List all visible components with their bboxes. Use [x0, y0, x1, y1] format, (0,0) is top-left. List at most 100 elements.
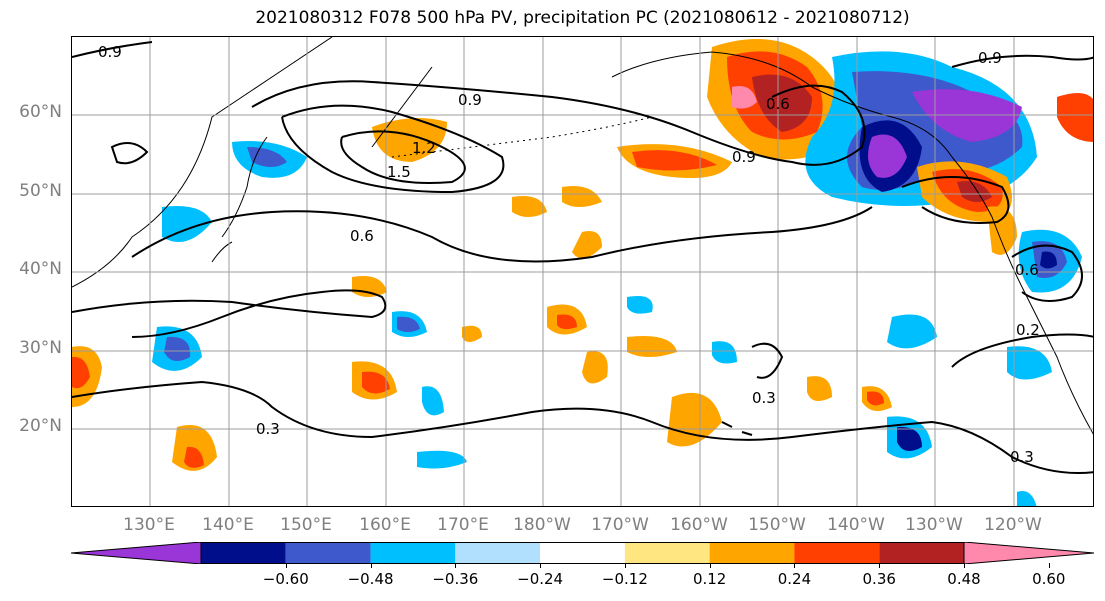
pv-contour-0.9-na — [951, 54, 1093, 68]
contour-label: 0.9 — [978, 49, 1002, 67]
colorbar-tick — [794, 563, 796, 568]
precip-blob — [184, 446, 204, 468]
lon-label: 180°W — [513, 515, 571, 535]
colorbar-tick — [285, 563, 287, 568]
colorbar-tick-label: 0.36 — [862, 570, 896, 588]
contour-label: 0.3 — [1010, 448, 1034, 466]
precip-blob — [557, 314, 577, 330]
colorbar-tick-label: 0.48 — [947, 570, 981, 588]
precip-blob — [1017, 491, 1037, 506]
pv-contour-0.3 — [72, 380, 1093, 474]
precip-blob — [417, 450, 467, 469]
colorbar-segment — [879, 542, 964, 564]
colorbar-extend-max — [963, 542, 1094, 564]
map-title: 2021080312 F078 500 hPa PV, precipitatio… — [255, 8, 910, 28]
pv-contour-1.2 — [281, 104, 505, 194]
precip-blob — [632, 150, 717, 171]
contour-label: 0.9 — [98, 43, 122, 61]
colorbar-tick-label: −0.48 — [347, 570, 394, 588]
colorbar-outline — [200, 542, 965, 564]
precip-blob — [912, 89, 1022, 142]
colorbar-segments — [71, 542, 1094, 564]
precip-blob — [572, 231, 602, 259]
precip-blob — [667, 392, 722, 447]
pv-contour-1.5 — [340, 130, 466, 184]
precip-blob — [372, 118, 447, 162]
hawaii-islands — [721, 421, 753, 436]
colorbar-segment — [201, 542, 286, 564]
lon-label: 130°W — [905, 515, 963, 535]
colorbar-tick — [370, 563, 372, 568]
lat-label: 30°N — [19, 338, 62, 358]
precip-blob — [752, 74, 812, 132]
contour-label: 1.5 — [387, 163, 411, 181]
colorbar-tick — [709, 563, 711, 568]
colorbar-segment — [540, 542, 625, 564]
lat-label: 50°N — [19, 181, 62, 201]
contour-label: 0.9 — [458, 91, 482, 109]
precip-blob — [627, 336, 677, 357]
lon-label: 150°E — [280, 515, 332, 535]
japan-coastline — [211, 136, 268, 263]
lat-label: 60°N — [19, 102, 62, 122]
contour-label: 0.6 — [1015, 261, 1039, 279]
gridlines — [72, 37, 1093, 506]
pv-contour-0.3-ne — [951, 333, 1093, 368]
lon-label: 130°E — [123, 515, 175, 535]
colorbar-tick — [1048, 563, 1050, 568]
contour-label: 0.3 — [752, 389, 776, 407]
precip-blob — [1007, 346, 1052, 380]
precip-blob — [627, 296, 653, 314]
precip-blob — [362, 371, 390, 394]
colorbar-segment — [794, 542, 880, 564]
colorbar-tick-label: −0.36 — [432, 570, 479, 588]
na-coastline — [951, 156, 1093, 435]
precip-blob — [247, 147, 287, 167]
colorbar-tick — [964, 563, 965, 568]
colorbar-tick — [455, 563, 457, 568]
lon-label: 140°E — [202, 515, 254, 535]
precip-blob — [352, 276, 387, 297]
pv-contour-0.6-na — [1011, 244, 1083, 302]
colorbar-segment — [709, 542, 795, 564]
pv-contours — [72, 41, 1093, 474]
colorbar-segment — [624, 542, 710, 564]
precip-blob — [807, 376, 832, 401]
lon-label: 140°W — [827, 515, 885, 535]
colorbar-tick — [879, 563, 881, 568]
precip-blob — [512, 196, 547, 217]
colorbar-tick-label: −0.12 — [601, 570, 648, 588]
precip-blob — [987, 206, 1017, 255]
colorbar-tick-label: −0.60 — [262, 570, 309, 588]
lon-label: 160°E — [359, 515, 411, 535]
lat-label: 40°N — [19, 259, 62, 279]
asia-coastline — [72, 37, 333, 288]
contour-label: 0.2 — [1016, 321, 1040, 339]
kamchatka-coastline — [371, 66, 433, 148]
lon-label: 170°W — [591, 515, 649, 535]
precip-blob — [422, 386, 444, 416]
colorbar — [71, 542, 1094, 564]
precip-blob — [462, 325, 482, 342]
pv-contour-small — [110, 142, 784, 379]
colorbar-tick — [540, 563, 542, 568]
contour-label: 1.2 — [412, 139, 436, 157]
colorbar-segment — [455, 542, 541, 564]
alaska-coastline — [611, 51, 953, 158]
colorbar-tick-label: 0.24 — [777, 570, 812, 588]
precip-blob — [712, 341, 737, 364]
precip-blob — [1040, 251, 1057, 269]
contour-label: 0.6 — [350, 227, 374, 245]
lat-label: 20°N — [19, 416, 62, 436]
colorbar-segment — [370, 542, 456, 564]
precip-blob — [732, 86, 757, 109]
precip-blob — [562, 186, 602, 207]
precip-blob — [887, 314, 937, 349]
map-panel: 0.9 0.9 0.9 0.6 0.9 1.2 1.5 0.6 0.3 0.3 … — [71, 36, 1094, 507]
lon-label: 160°W — [670, 515, 728, 535]
lon-label: 150°W — [748, 515, 806, 535]
colorbar-extend-min — [71, 542, 202, 564]
colorbar-segment — [285, 542, 371, 564]
colorbar-tick — [624, 563, 626, 568]
colorbar-tick-label: 0.12 — [692, 570, 727, 588]
